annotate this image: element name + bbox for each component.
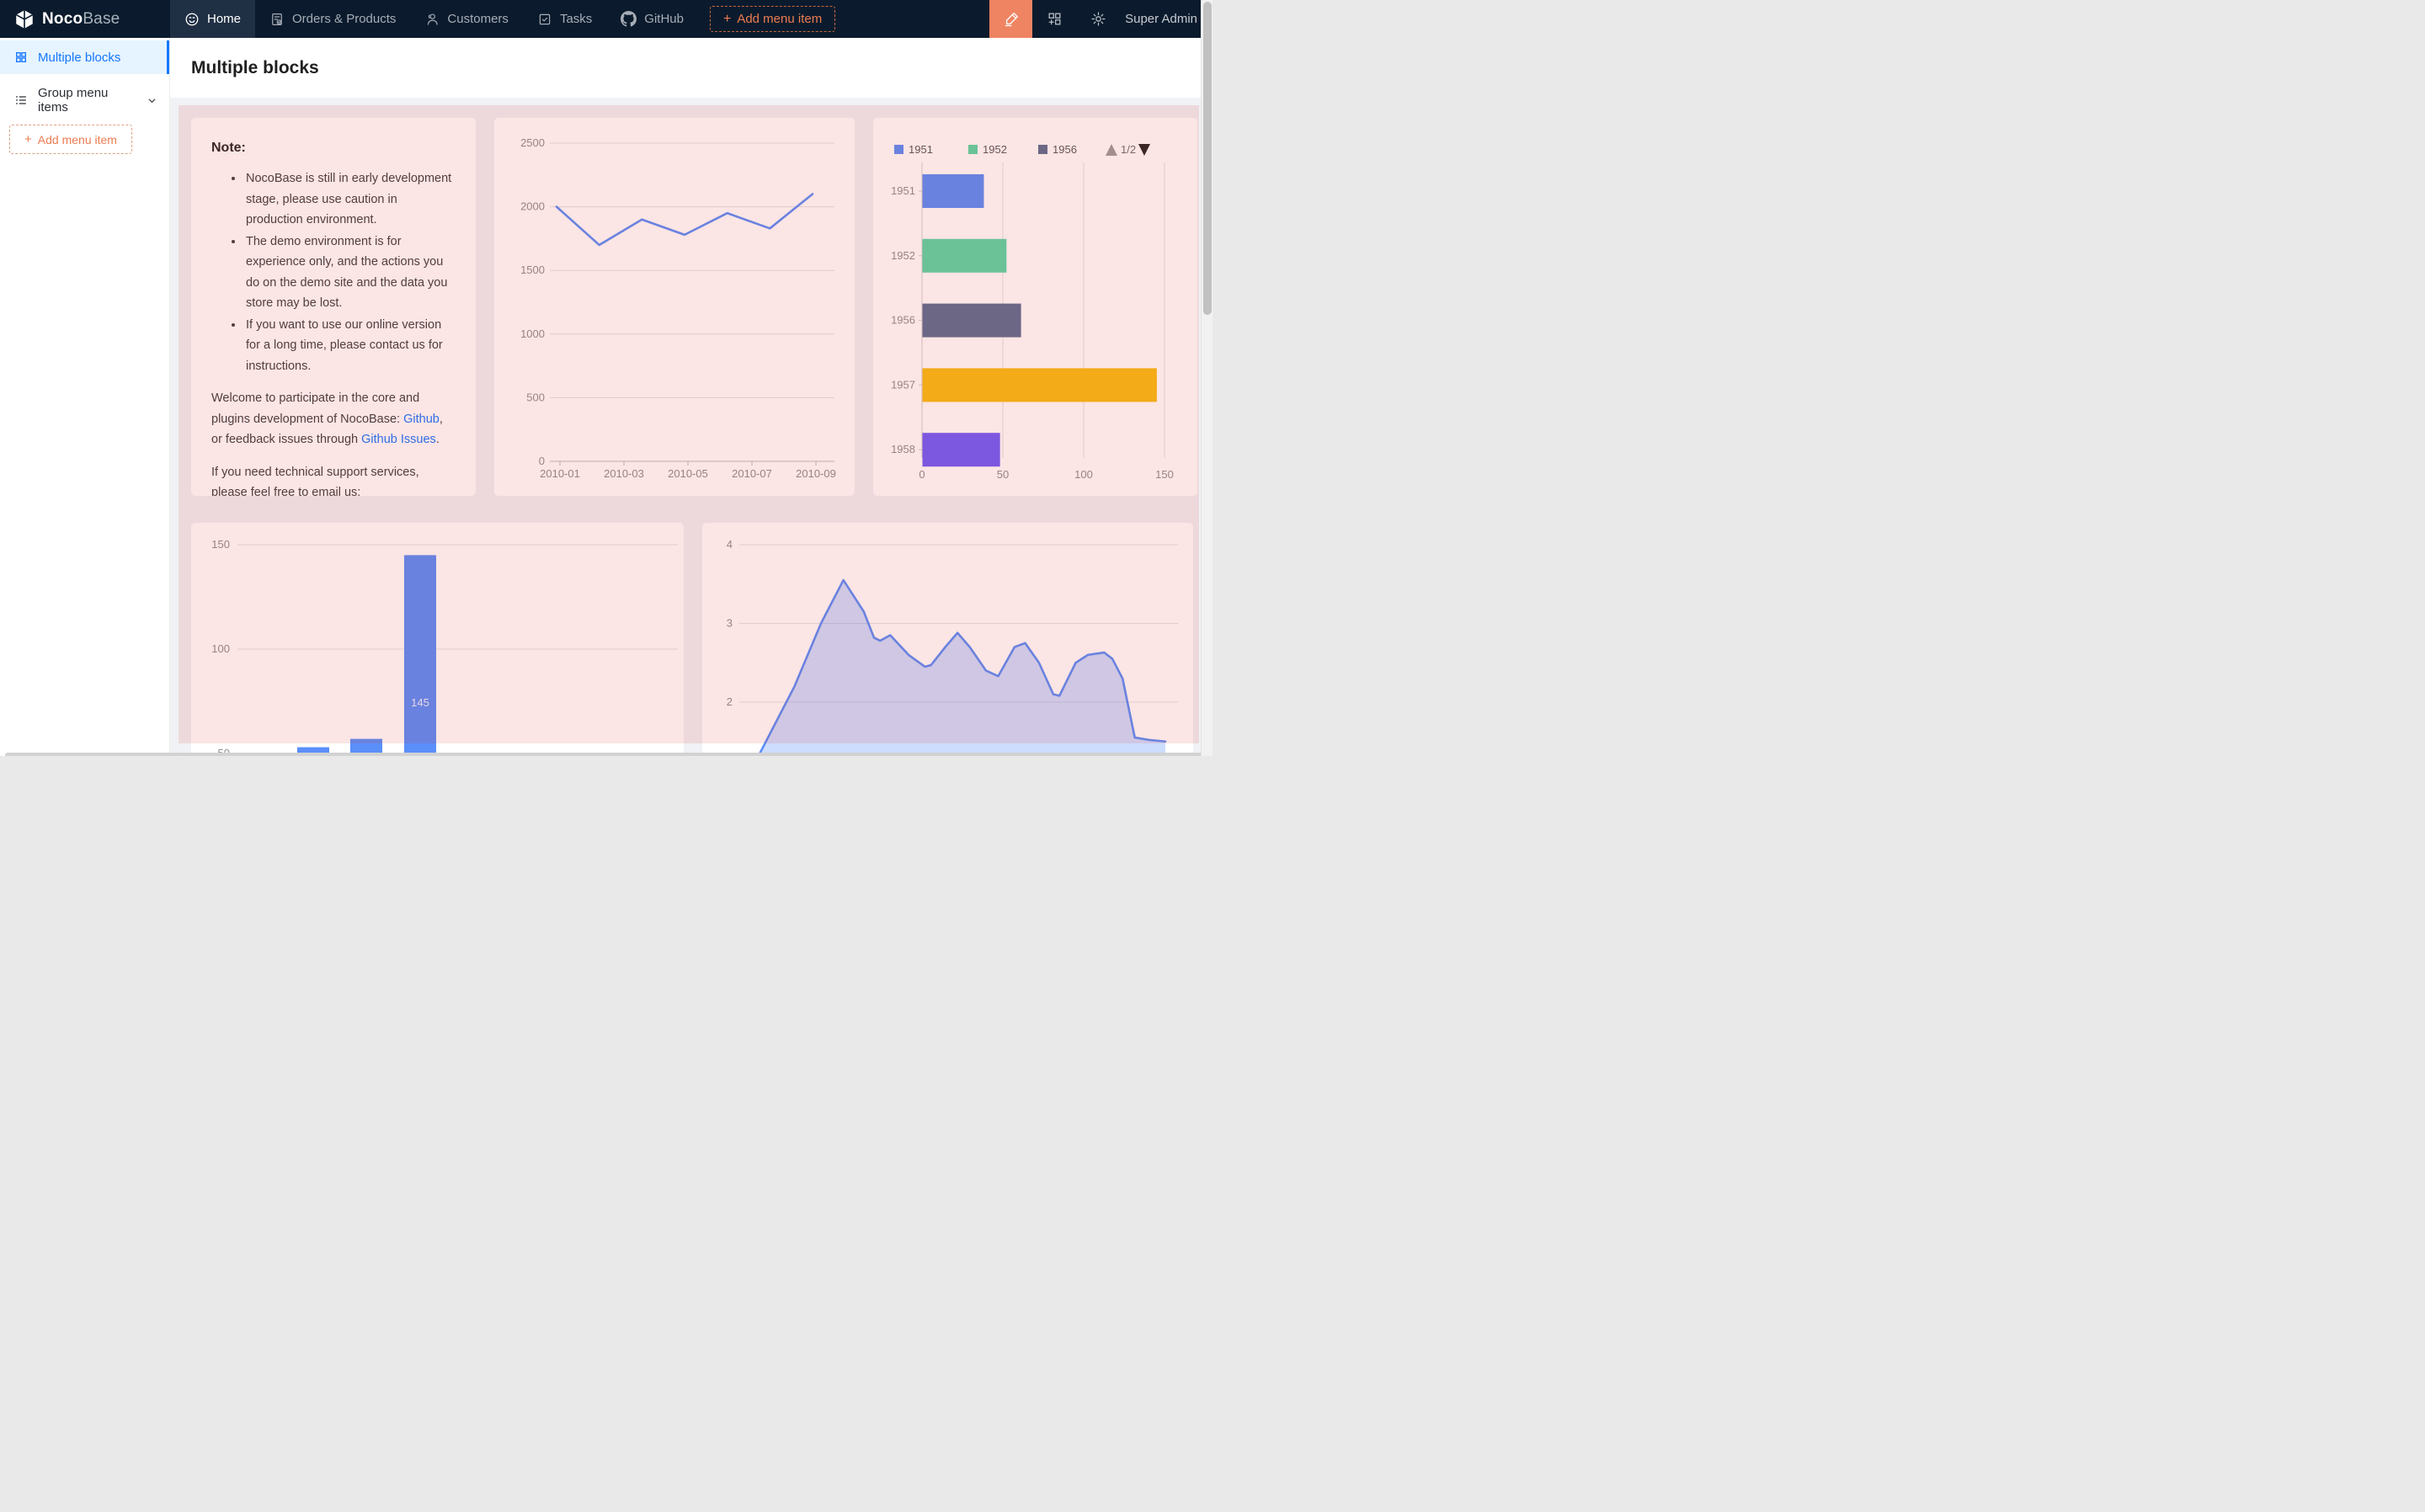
blocks-plus-icon <box>1047 11 1063 27</box>
highlighter-icon <box>1003 11 1020 28</box>
svg-text:100: 100 <box>1074 468 1093 481</box>
vertical-scrollbar-thumb[interactable] <box>1203 2 1212 315</box>
smiley-icon <box>184 12 200 27</box>
vertical-scrollbar-track[interactable] <box>1201 0 1212 756</box>
github-icon <box>621 11 637 27</box>
horizontal-bar-chart-block: 1951 1952 1956 1/2 0 50 100 150 1951 1952 1956 1957… <box>873 118 1197 496</box>
svg-text:1000: 1000 <box>520 327 545 340</box>
nav-item-label: Customers <box>447 12 509 26</box>
ui-editor-button[interactable] <box>989 0 1033 38</box>
svg-text:150: 150 <box>1155 468 1174 481</box>
page-header: Multiple blocks <box>170 38 1201 98</box>
vertical-bar-chart: 150 100 50 145 <box>211 538 678 756</box>
tasks-icon <box>537 12 552 27</box>
svg-text:150: 150 <box>211 538 230 551</box>
svg-text:2010-03: 2010-03 <box>604 467 644 480</box>
grid-icon <box>14 51 28 64</box>
plugin-manager-button[interactable] <box>1032 0 1076 38</box>
user-menu[interactable]: Super Admin <box>1125 12 1197 26</box>
customers-icon <box>424 12 440 27</box>
svg-text:2010-05: 2010-05 <box>668 467 708 480</box>
svg-text:1956: 1956 <box>1053 143 1077 156</box>
plus-icon: + <box>722 11 732 26</box>
nav-item-label: Tasks <box>559 12 593 26</box>
nocobase-app: NocoBase Home Orders & Products <box>0 0 1212 756</box>
svg-text:145: 145 <box>411 696 429 709</box>
active-indicator <box>167 40 169 74</box>
svg-text:2010-01: 2010-01 <box>540 467 580 480</box>
sidebar: Multiple blocks Group menu items + Add m… <box>0 38 170 756</box>
line-chart-block: 0 500 1000 1500 2000 2500 2010-01 2010-03 2010-0… <box>494 118 855 496</box>
logo-text: NocoBase <box>42 9 120 28</box>
svg-text:1952: 1952 <box>891 249 915 262</box>
svg-text:1958: 1958 <box>891 443 915 455</box>
line-chart: 0 500 1000 1500 2000 2500 2010-01 2010-03 2010-0… <box>520 136 836 480</box>
sidebar-add-menu-item-button[interactable]: + Add menu item <box>9 125 132 154</box>
chevron-down-icon <box>147 95 157 106</box>
main-content: Multiple blocks Note: NocoBase is still … <box>170 38 1201 756</box>
svg-text:2000: 2000 <box>520 200 545 213</box>
horizontal-scrollbar[interactable] <box>5 753 1201 756</box>
page-title: Multiple blocks <box>191 57 319 77</box>
settings-button[interactable] <box>1076 0 1120 38</box>
nav-item-customers[interactable]: Customers <box>410 0 523 38</box>
svg-text:0: 0 <box>539 455 545 467</box>
area-chart: 4 3 2 <box>727 538 1178 756</box>
github-issues-link[interactable]: Github Issues <box>361 433 436 447</box>
nav-item-orders-products[interactable]: Orders & Products <box>255 0 410 38</box>
sidebar-item-label: Multiple blocks <box>38 50 121 65</box>
gear-icon <box>1090 11 1106 27</box>
note-paragraph: If you need technical support services, … <box>211 465 419 496</box>
note-bullet-list: NocoBase is still in early development s… <box>211 168 456 376</box>
list-icon <box>14 93 28 107</box>
note-bullet: The demo environment is for experience o… <box>244 232 456 314</box>
nav-item-home[interactable]: Home <box>170 0 256 38</box>
note-paragraph: Welcome to participate in the core and p… <box>211 391 443 447</box>
svg-text:1500: 1500 <box>520 264 545 276</box>
svg-text:1957: 1957 <box>891 378 915 391</box>
plus-icon: + <box>24 132 32 146</box>
svg-text:3: 3 <box>727 617 733 630</box>
svg-text:1956: 1956 <box>891 314 915 327</box>
svg-text:1951: 1951 <box>909 143 933 156</box>
svg-text:4: 4 <box>727 538 733 551</box>
horizontal-bar-chart: 1951 1952 1956 1/2 0 50 100 150 1951 1952 1956 1957… <box>891 143 1174 481</box>
nav-item-label: Home <box>207 12 242 26</box>
nav-item-label: Orders & Products <box>292 12 397 26</box>
nav-right-cluster: Super Admin <box>989 0 1212 38</box>
top-nav: NocoBase Home Orders & Products <box>0 0 1212 38</box>
svg-text:1951: 1951 <box>891 184 915 197</box>
nocobase-logo[interactable]: NocoBase <box>0 0 170 38</box>
nav-item-tasks[interactable]: Tasks <box>523 0 606 38</box>
sidebar-item-multiple-blocks[interactable]: Multiple blocks <box>0 40 169 74</box>
nav-add-menu-item-button[interactable]: + Add menu item <box>709 6 836 32</box>
sidebar-item-group-menu-items[interactable]: Group menu items <box>0 85 169 115</box>
nav-item-github[interactable]: GitHub <box>606 0 698 38</box>
svg-text:2010-07: 2010-07 <box>732 467 772 480</box>
svg-text:1/2: 1/2 <box>1121 143 1136 156</box>
svg-text:50: 50 <box>997 468 1009 481</box>
area-chart-block: 4 3 2 <box>702 523 1193 756</box>
note-bullet: NocoBase is still in early development s… <box>244 168 456 231</box>
orders-icon <box>269 12 285 27</box>
note-heading: Note: <box>211 141 246 155</box>
svg-text:500: 500 <box>526 391 545 403</box>
github-link[interactable]: Github <box>403 412 440 426</box>
nocobase-cube-icon <box>13 8 35 30</box>
svg-text:1952: 1952 <box>983 143 1007 156</box>
svg-text:2500: 2500 <box>520 136 545 149</box>
nav-item-label: GitHub <box>644 12 684 26</box>
sidebar-item-label: Group menu items <box>38 86 109 114</box>
svg-text:50: 50 <box>218 747 230 756</box>
svg-text:0: 0 <box>919 468 925 481</box>
svg-text:2010-09: 2010-09 <box>796 467 836 480</box>
vertical-bar-chart-block: 150 100 50 145 <box>191 523 684 756</box>
svg-text:100: 100 <box>211 642 230 655</box>
svg-text:2: 2 <box>727 695 733 708</box>
note-bullet: If you want to use our online version fo… <box>244 315 456 377</box>
note-markdown-block: Note: NocoBase is still in early develop… <box>191 118 476 496</box>
